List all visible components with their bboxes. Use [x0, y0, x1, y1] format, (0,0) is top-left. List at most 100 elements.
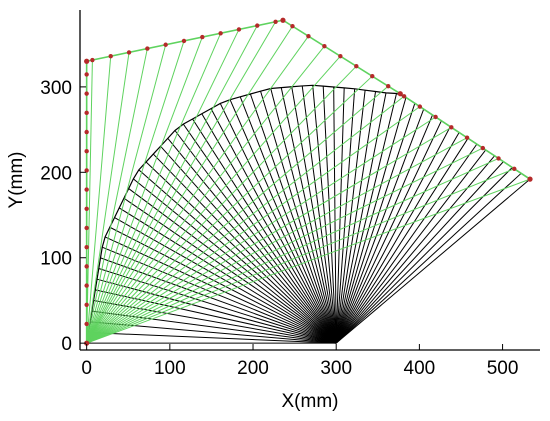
black-link — [335, 90, 366, 344]
black-link — [152, 153, 337, 344]
joint-point — [84, 283, 89, 288]
joint-point — [290, 24, 295, 29]
black-link — [128, 188, 337, 344]
black-link — [88, 332, 337, 344]
black-link — [95, 289, 337, 344]
green-link — [86, 40, 185, 344]
black-link — [335, 132, 460, 344]
x-tick-label: 400 — [404, 358, 436, 379]
black-link — [182, 123, 337, 344]
green-link — [86, 137, 468, 344]
joint-point — [84, 206, 89, 211]
green-link — [86, 35, 309, 344]
x-tick-label: 100 — [154, 358, 186, 379]
joint-point — [338, 53, 343, 59]
x-tick-label: 500 — [487, 358, 519, 379]
joint-point — [512, 166, 517, 171]
black-link — [335, 138, 469, 344]
black-link — [335, 114, 434, 344]
joint-point — [84, 187, 89, 192]
joint-point — [306, 34, 311, 39]
black-link — [335, 93, 397, 344]
green-link — [86, 25, 293, 344]
green-link — [86, 33, 222, 344]
x-tick-label: 0 — [81, 358, 92, 379]
x-tick-label: 300 — [320, 358, 352, 379]
green-link — [86, 36, 203, 344]
joint-point — [84, 340, 90, 346]
green-link — [86, 48, 148, 344]
green-link — [86, 116, 436, 344]
joint-point — [496, 156, 501, 161]
black-link — [123, 197, 337, 344]
joint-point — [84, 72, 89, 77]
black-link — [291, 86, 337, 344]
black-link — [335, 155, 495, 344]
joint-point — [370, 73, 375, 79]
joint-point — [417, 104, 423, 109]
green-link — [86, 75, 373, 344]
black-link — [160, 145, 337, 344]
black-link — [239, 96, 337, 344]
black-link — [335, 143, 478, 344]
black-link — [102, 246, 337, 344]
black-link — [335, 108, 425, 344]
black-link — [335, 149, 487, 344]
green-link — [86, 65, 357, 344]
joint-point — [433, 114, 438, 120]
axes — [79, 10, 540, 351]
black-link — [335, 126, 451, 344]
joint-point — [218, 31, 223, 36]
y-axis-label: Y(mm) — [6, 152, 27, 209]
black-link — [335, 97, 407, 344]
black-link — [270, 88, 337, 344]
green-link — [86, 21, 277, 344]
joint-point — [108, 54, 113, 59]
green-link — [86, 85, 389, 344]
joint-point — [354, 63, 359, 69]
black-link — [335, 178, 531, 344]
joint-point — [90, 57, 95, 63]
green-link — [86, 157, 499, 344]
green-link — [86, 95, 405, 344]
joint-point — [84, 149, 89, 154]
black-link — [322, 86, 337, 344]
black-link — [335, 91, 377, 344]
black-link — [280, 87, 337, 344]
black-link — [333, 87, 337, 344]
green-link — [86, 45, 325, 344]
black-link — [249, 93, 337, 344]
joint-point — [84, 321, 89, 327]
joint-point — [84, 244, 89, 250]
black-link — [192, 118, 337, 344]
joint-point — [255, 23, 260, 28]
green-link — [86, 52, 130, 344]
joint-point — [464, 135, 470, 140]
green-link — [86, 168, 515, 344]
green-link — [86, 55, 341, 344]
black-link — [114, 217, 337, 344]
data-layer — [84, 17, 533, 346]
black-link — [335, 87, 345, 344]
green-link — [86, 126, 452, 344]
y-tick-label: 100 — [40, 249, 72, 270]
joint-point — [322, 44, 327, 49]
green-link — [86, 147, 484, 344]
x-tick-label: 200 — [237, 358, 269, 379]
black-link — [301, 85, 337, 344]
green-link — [86, 106, 421, 344]
black-link — [109, 226, 337, 344]
green-link — [86, 178, 531, 344]
black-link — [229, 99, 337, 344]
joint-point — [280, 17, 286, 23]
black-link — [98, 268, 337, 344]
black-link — [219, 103, 337, 344]
joint-point — [273, 19, 278, 24]
black-link — [167, 138, 337, 344]
black-link — [335, 120, 442, 344]
joint-point — [145, 46, 150, 51]
black-link — [100, 257, 337, 344]
joint-point — [84, 302, 89, 307]
joint-point — [163, 42, 168, 47]
